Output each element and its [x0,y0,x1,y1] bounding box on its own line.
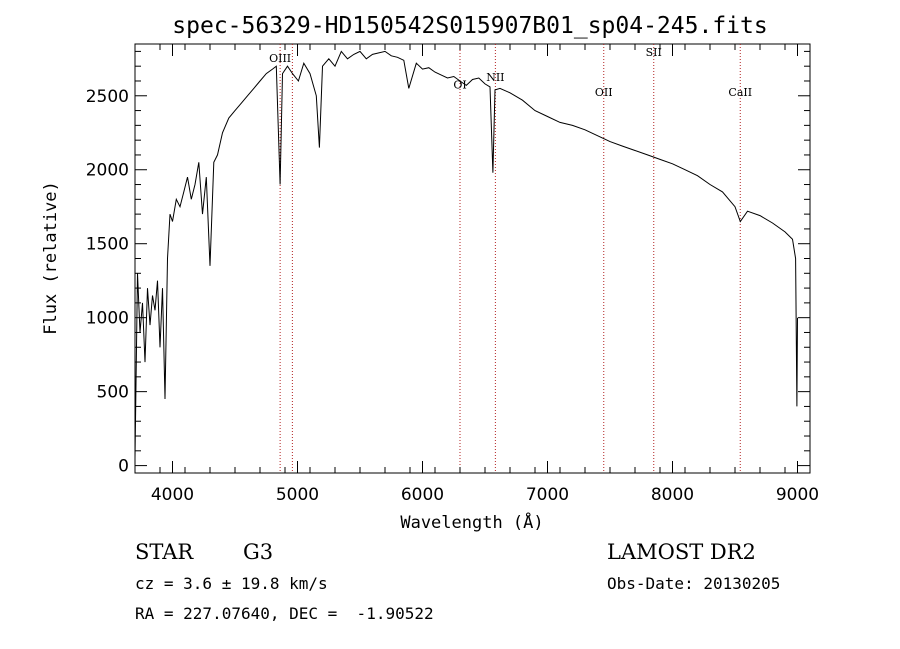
spectral-subclass: G3 [243,540,274,564]
object-type: STAR [135,540,194,564]
marker-label: OI [453,78,466,91]
y-axis-label: Flux (relative) [41,181,61,335]
marker-label: NII [486,71,504,84]
y-axis-ticks: 0 500 1000 1500 2000 2500 [86,50,810,477]
y-tick-label: 1500 [86,235,129,255]
x-tick-label: 5000 [276,485,319,505]
spectral-line-markers: OIII OI NII OII SII CaII [269,44,752,473]
spectrum-line [134,50,798,459]
y-tick-label: 500 [97,383,129,403]
survey-name: LAMOST DR2 [607,540,756,564]
coordinates: RA = 227.07640, DEC = -1.90522 [135,604,434,623]
marker-label: OIII [269,52,291,65]
observation-date: Obs-Date: 20130205 [607,574,781,593]
redshift-cz: cz = 3.6 ± 19.8 km/s [135,574,328,593]
marker-label: OII [595,86,613,99]
y-tick-label: 2500 [86,87,129,107]
x-axis-label: Wavelength (Å) [400,511,543,533]
x-tick-label: 4000 [151,485,194,505]
y-tick-label: 2000 [86,161,129,181]
marker-label: SII [646,46,662,59]
x-tick-label: 7000 [526,485,569,505]
x-axis-ticks: 4000 5000 6000 7000 8000 9000 [134,44,819,505]
plot-frame [134,43,811,474]
x-tick-label: 9000 [776,485,819,505]
marker-label: CaII [728,86,752,99]
x-tick-label: 8000 [651,485,694,505]
y-tick-label: 1000 [86,309,129,329]
chart-title: spec-56329-HD150542S015907B01_sp04-245.f… [172,13,767,39]
y-tick-label: 0 [118,457,129,477]
x-tick-label: 6000 [401,485,444,505]
